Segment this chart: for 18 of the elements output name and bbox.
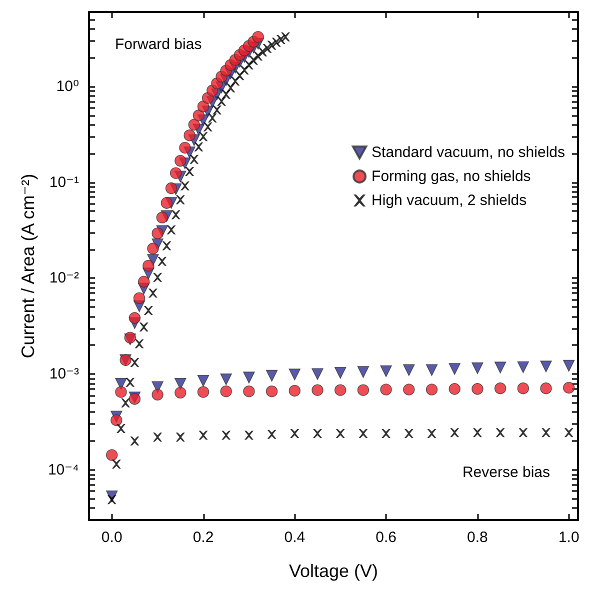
x-tick-label: 1.0 — [558, 529, 580, 546]
y-axis-title: Current / Area (A cm⁻²) — [18, 174, 38, 358]
x-tick-label: 0.2 — [192, 529, 214, 546]
legend-label: High vacuum, 2 shields — [372, 192, 527, 209]
y-tick-label: 10⁻⁴ — [48, 461, 79, 478]
annotation: Forward bias — [115, 36, 202, 53]
x-tick-label: 0.4 — [284, 529, 306, 546]
y-tick-label: 10⁻³ — [49, 366, 79, 383]
y-tick-label: 10⁻¹ — [49, 174, 79, 191]
x-tick-label: 0.8 — [467, 529, 488, 546]
legend-label: Standard vacuum, no shields — [372, 144, 566, 161]
y-tick-label: 10⁻² — [49, 270, 79, 287]
legend-label: Forming gas, no shields — [372, 168, 531, 185]
x-tick-label: 0.6 — [376, 529, 396, 546]
x-tick-label: 0.0 — [101, 529, 122, 546]
y-tick-label: 10⁰ — [56, 78, 79, 96]
annotation: Reverse bias — [462, 464, 550, 481]
x-axis-title: Voltage (V) — [288, 561, 378, 581]
